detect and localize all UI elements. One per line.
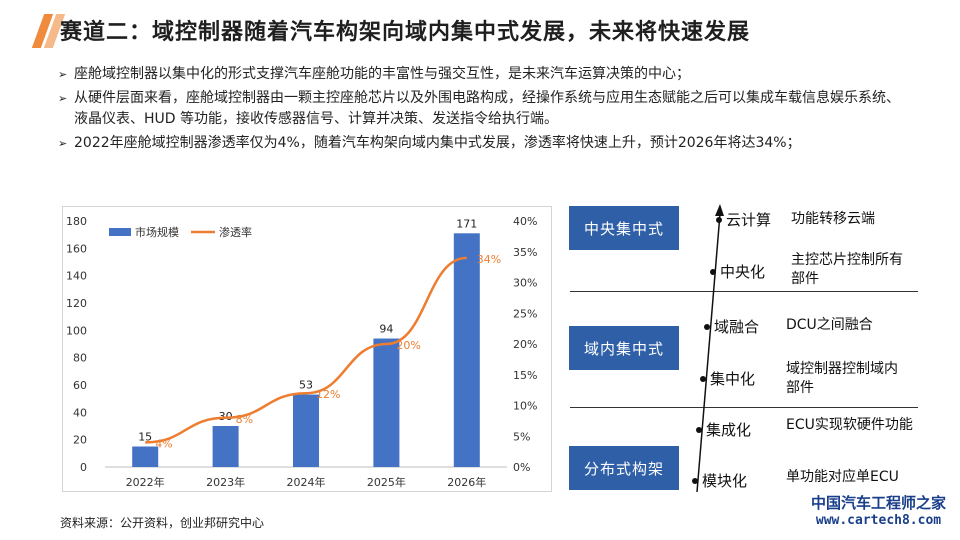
- phase-box-distributed: 分布式构架: [569, 446, 679, 490]
- divider-line: [570, 291, 918, 292]
- chart-svg: 0 20 40 60 80 100 120 140 160 180 0% 5% 10% 15% 20% 25%…: [66, 215, 537, 489]
- source-note: 资料来源：公开资料，创业邦研究中心: [60, 516, 265, 530]
- y-left-tick-label: 60: [73, 379, 87, 392]
- page-title: 赛道二：域控制器随着汽车构架向域内集中式发展，未来将快速发展: [60, 20, 751, 45]
- y-left-tick-label: 80: [73, 352, 87, 365]
- x-tick-label: 2023年: [206, 475, 245, 489]
- bullet-item: ➢ 2022年座舱域控制器渗透率仅为4%，随着汽车构架向域内集中式发展，渗透率将快…: [58, 133, 938, 154]
- bar-value-label: 53: [299, 379, 313, 392]
- bar: [212, 426, 239, 467]
- y-left-tick-label: 40: [73, 406, 87, 419]
- stage-centralization: 集中化: [700, 368, 755, 389]
- line-value-label: 4%: [155, 437, 172, 450]
- stage-dot: [700, 375, 706, 382]
- bar: [293, 394, 319, 467]
- stage-modular: 模块化: [692, 470, 747, 491]
- y-right-tick-label: 35%: [513, 246, 537, 259]
- bar: [453, 233, 480, 467]
- stage-modular-desc: 单功能对应单ECU: [786, 469, 899, 485]
- line-value-label: 8%: [236, 413, 253, 426]
- y-right-tick-label: 5%: [513, 430, 530, 443]
- bullet-item: ➢ 座舱域控制器以集中化的形式支撑汽车座舱功能的丰富性与强交互性，是未来汽车运算决…: [58, 64, 938, 85]
- bullet-item: ➢ 从硬件层面来看，座舱域控制器由一颗主控座舱芯片以及外围电路构成，经操作系统与应…: [58, 88, 938, 130]
- stage-dot: [692, 477, 698, 484]
- y-right-tick-label: 25%: [513, 307, 537, 320]
- arrow-bullet-icon: ➢: [58, 68, 68, 81]
- evolution-arrow: [696, 204, 724, 493]
- stage-cloud: 云计算: [716, 209, 771, 230]
- legend-line-label: 渗透率: [219, 225, 252, 239]
- y-right-tick-label: 20%: [513, 338, 537, 351]
- y-right-tick-label: 15%: [513, 369, 537, 382]
- stage-centralization-desc: 域控制器控制域内部件: [786, 361, 898, 396]
- stage-dot: [696, 426, 702, 433]
- y-left-tick-label: 140: [66, 270, 87, 283]
- legend-bar-swatch: [109, 228, 131, 236]
- stage-domain-fusion: 域融合: [704, 316, 759, 337]
- phase-box-central: 中央集中式: [569, 206, 679, 250]
- line-value-label: 20%: [396, 339, 420, 352]
- bar: [373, 338, 400, 467]
- bar-value-label: 94: [379, 323, 393, 336]
- stage-central-desc: 主控芯片控制所有部件: [791, 252, 903, 287]
- x-tick-label: 2026年: [447, 475, 486, 489]
- stage-domain-fusion-desc: DCU之间融合: [786, 317, 873, 333]
- y-left-tick-label: 180: [66, 215, 87, 228]
- line-value-label: 12%: [316, 388, 340, 401]
- stage-central: 中央化: [710, 261, 765, 282]
- line-value-label: 34%: [477, 253, 501, 266]
- stage-dot: [710, 268, 716, 275]
- x-tick-label: 2024年: [287, 475, 326, 489]
- stage-integration-desc: ECU实现软硬件功能: [786, 417, 913, 433]
- legend-bar-label: 市场规模: [135, 225, 179, 239]
- penetration-line: [145, 256, 467, 444]
- y-right-tick-label: 30%: [513, 277, 537, 290]
- phase-box-domain: 域内集中式: [569, 326, 679, 370]
- bar-value-label: 30: [219, 410, 233, 423]
- stage-dot: [716, 216, 722, 223]
- y-right-tick-label: 10%: [513, 400, 537, 413]
- y-right-tick-label: 0%: [513, 461, 530, 474]
- bar-value-label: 171: [456, 217, 477, 230]
- x-tick-label: 2025年: [367, 475, 406, 489]
- y-left-tick-label: 20: [73, 434, 87, 447]
- y-left-tick-label: 0: [80, 461, 87, 474]
- divider-line: [570, 407, 918, 408]
- y-right-tick-label: 40%: [513, 215, 537, 228]
- bar-value-label: 15: [138, 431, 152, 444]
- stage-integration: 集成化: [696, 419, 751, 440]
- bar: [132, 446, 159, 467]
- watermark: 中国汽车工程师之家 www.cartech8.com: [810, 494, 946, 528]
- y-left-tick-label: 160: [66, 242, 87, 255]
- arrow-bullet-icon: ➢: [58, 92, 68, 105]
- y-left-tick-label: 100: [66, 324, 87, 337]
- market-chart: 0 20 40 60 80 100 120 140 160 180 0% 5% 10% 15% 20% 25%…: [62, 206, 552, 492]
- arrow-bullet-icon: ➢: [58, 137, 68, 150]
- bullet-list: ➢ 座舱域控制器以集中化的形式支撑汽车座舱功能的丰富性与强交互性，是未来汽车运算决…: [58, 64, 938, 157]
- y-left-tick-label: 120: [66, 297, 87, 310]
- x-tick-label: 2022年: [126, 475, 165, 489]
- stage-dot: [704, 323, 710, 330]
- stage-cloud-desc: 功能转移云端: [791, 211, 875, 227]
